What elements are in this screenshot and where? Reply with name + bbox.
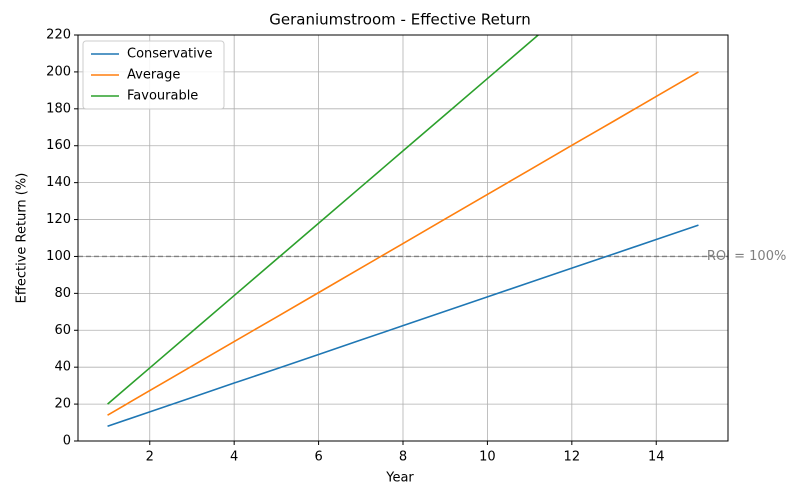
plot-area (78, 35, 728, 427)
legend-label: Conservative (127, 47, 212, 62)
chart-title: Geraniumstroom - Effective Return (269, 11, 530, 29)
series-line (107, 35, 540, 405)
y-tick-label: 140 (46, 175, 71, 190)
plot-frame (77, 34, 729, 442)
legend-box (82, 40, 225, 110)
y-tick-label: 200 (46, 64, 71, 79)
y-tick-label: 120 (46, 212, 71, 227)
x-tick-label: 10 (479, 450, 496, 465)
y-tick-label: 180 (46, 101, 71, 116)
y-tick-label: 160 (46, 138, 71, 153)
y-tick-label: 80 (54, 286, 71, 301)
legend-label: Average (127, 68, 180, 83)
reference-label: ROI = 100% (707, 249, 786, 264)
y-tick-label: 100 (46, 249, 71, 264)
y-tick-label: 20 (54, 397, 71, 412)
y-tick-label: 60 (54, 323, 71, 338)
y-tick-label: 40 (54, 360, 71, 375)
x-tick-label: 4 (230, 450, 238, 465)
x-tick-label: 6 (314, 450, 322, 465)
x-tick-label: 2 (146, 450, 154, 465)
x-axis-label: Year (385, 471, 414, 486)
x-tick-label: 8 (399, 450, 407, 465)
y-tick-label: 220 (46, 28, 71, 43)
y-tick-label: 0 (63, 434, 71, 449)
y-axis-label: Effective Return (%) (15, 173, 30, 304)
series-line (107, 71, 699, 416)
series-line (107, 224, 699, 427)
legend-label: Favourable (127, 89, 198, 104)
x-tick-label: 14 (648, 450, 665, 465)
x-tick-label: 12 (564, 450, 581, 465)
